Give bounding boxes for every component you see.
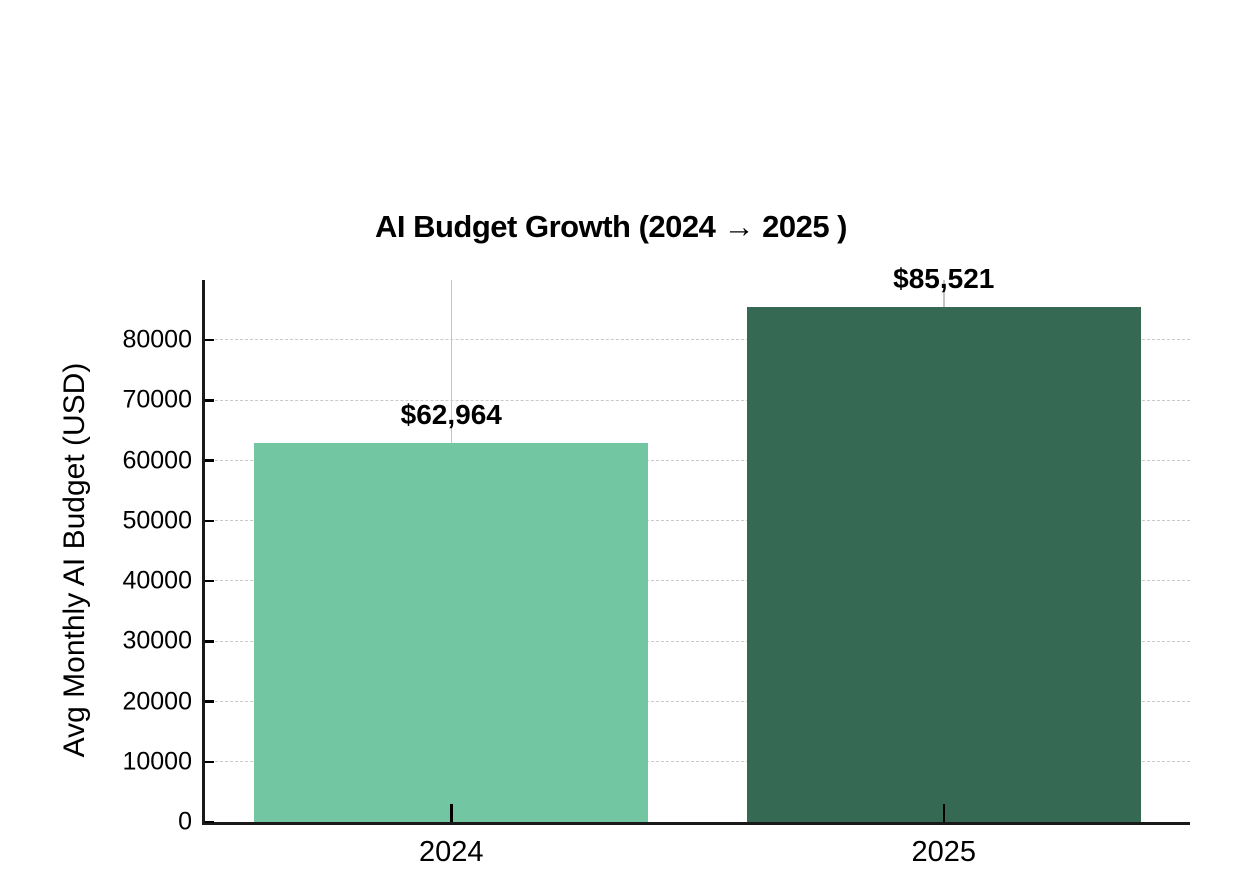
x-tick-mark — [450, 804, 453, 822]
y-tick-label: 40000 — [122, 566, 192, 595]
bar — [254, 442, 649, 822]
x-tick-label: 2024 — [418, 836, 484, 868]
y-grid-line — [205, 640, 1190, 642]
y-grid-line — [205, 520, 1190, 522]
y-grid-line — [205, 399, 1190, 401]
bar-value-label: $62,964 — [400, 398, 502, 430]
chart-title: AI Budget Growth (2024 → 2025 ) — [375, 209, 848, 244]
y-grid-line — [205, 761, 1190, 763]
y-tick-label: 20000 — [122, 687, 192, 716]
y-tick-label: 50000 — [122, 506, 192, 535]
y-grid-line — [205, 339, 1190, 341]
x-tick-mark — [942, 804, 945, 822]
y-tick-label: 10000 — [122, 747, 192, 776]
y-tick-label: 60000 — [122, 446, 192, 475]
y-axis-label: Avg Monthly AI Budget (USD) — [58, 362, 91, 758]
y-tick-mark — [205, 700, 214, 703]
y-grid-line — [205, 580, 1190, 582]
y-grid-line — [205, 700, 1190, 702]
y-tick-label: 30000 — [122, 626, 192, 655]
y-tick-label: 0 — [178, 807, 192, 836]
y-tick-mark — [205, 640, 214, 643]
bar — [746, 306, 1141, 822]
bar-value-label: $85,521 — [893, 262, 995, 294]
y-grid-line — [205, 459, 1190, 461]
y-tick-mark — [205, 579, 214, 583]
plot-area: 0 10000 20000 30000 40000 50000 60000 70000 8000… — [122, 263, 1190, 868]
y-tick-mark — [205, 399, 214, 402]
y-tick-mark — [205, 820, 214, 824]
y-tick-mark — [205, 459, 214, 462]
y-tick-mark — [205, 519, 214, 523]
x-tick-label: 2025 — [911, 836, 977, 868]
y-tick-mark — [205, 760, 214, 764]
y-tick-label: 70000 — [122, 385, 192, 414]
y-tick-label: 80000 — [122, 325, 192, 354]
y-tick-mark — [205, 338, 214, 342]
